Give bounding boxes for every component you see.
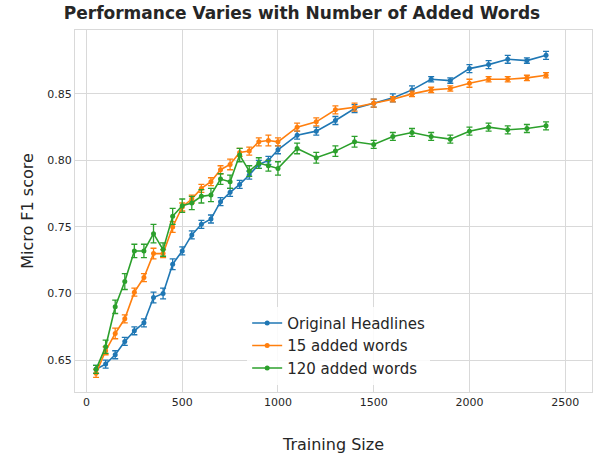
svg-text:Original Headlines: Original Headlines [287, 315, 425, 333]
svg-text:Micro F1 score: Micro F1 score [18, 153, 37, 269]
svg-text:0: 0 [83, 396, 90, 409]
svg-text:500: 500 [172, 396, 193, 409]
svg-text:Performance Varies with Number: Performance Varies with Number of Added … [64, 3, 540, 23]
svg-text:1500: 1500 [360, 396, 388, 409]
svg-text:0.80: 0.80 [47, 154, 72, 167]
svg-text:1000: 1000 [264, 396, 292, 409]
svg-text:2500: 2500 [551, 396, 579, 409]
svg-text:15 added words: 15 added words [287, 337, 407, 355]
svg-text:0.65: 0.65 [47, 354, 72, 367]
svg-text:0.85: 0.85 [47, 88, 72, 101]
svg-text:Training Size: Training Size [282, 435, 384, 454]
svg-text:0.75: 0.75 [47, 221, 72, 234]
svg-text:0.70: 0.70 [47, 287, 72, 300]
svg-text:120 added words: 120 added words [287, 360, 417, 378]
svg-text:2000: 2000 [455, 396, 483, 409]
